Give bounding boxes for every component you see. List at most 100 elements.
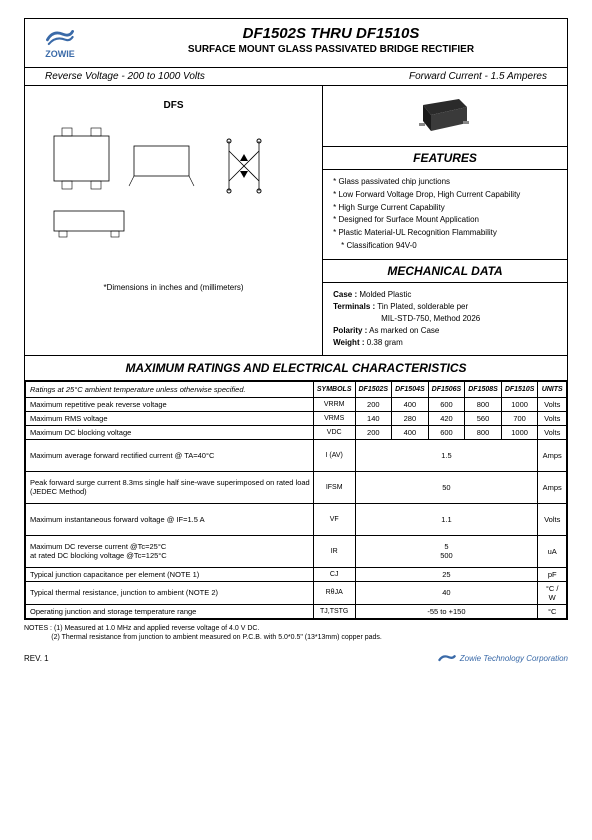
param-cell: Maximum repetitive peak reverse voltage <box>26 397 314 411</box>
features-list: Glass passivated chip junctionsLow Forwa… <box>323 170 567 259</box>
col-header: DF1510S <box>501 381 538 397</box>
dimension-drawing-icon <box>44 126 304 266</box>
unit-cell: Volts <box>538 397 567 411</box>
unit-cell: Volts <box>538 503 567 535</box>
footer-corp: Zowie Technology Corporation <box>460 654 568 663</box>
zowie-logo-small-icon <box>438 652 456 666</box>
case-label: Case : <box>333 290 357 299</box>
weight-value: 0.38 gram <box>367 338 403 347</box>
revision: REV. 1 <box>24 654 49 663</box>
ratings-note: Ratings at 25°C ambient temperature unle… <box>26 381 314 397</box>
feature-item: Classification 94V-0 <box>333 240 557 253</box>
note-1: (1) Measured at 1.0 MHz and applied reve… <box>54 625 259 632</box>
forward-current-spec: Forward Current - 1.5 Amperes <box>409 71 547 82</box>
unit-cell: pF <box>538 567 567 581</box>
symbol-cell: VRMS <box>313 411 355 425</box>
value-cell: 400 <box>392 397 429 411</box>
terminals-value-2: MIL-STD-750, Method 2026 <box>333 313 557 325</box>
value-span-cell: 5500 <box>355 535 538 567</box>
case-value: Molded Plastic <box>359 290 411 299</box>
polarity-label: Polarity : <box>333 326 367 335</box>
param-cell: Peak forward surge current 8.3ms single … <box>26 471 314 503</box>
col-header: DF1504S <box>392 381 429 397</box>
feature-item: High Surge Current Capability <box>333 202 557 215</box>
ratings-header: MAXIMUM RATINGS AND ELECTRICAL CHARACTER… <box>25 355 567 381</box>
unit-cell: °C / W <box>538 581 567 604</box>
value-span-cell: 1.5 <box>355 439 538 471</box>
value-span-cell: 40 <box>355 581 538 604</box>
col-header: DF1502S <box>355 381 392 397</box>
package-label: DFS <box>33 100 314 111</box>
param-cell: Maximum average forward rectified curren… <box>26 439 314 471</box>
col-header: UNITS <box>538 381 567 397</box>
value-cell: 600 <box>428 397 465 411</box>
right-column: FEATURES Glass passivated chip junctions… <box>323 86 567 355</box>
specs-line: Reverse Voltage - 200 to 1000 Volts Forw… <box>25 68 567 86</box>
param-cell: Operating junction and storage temperatu… <box>26 604 314 618</box>
footer: REV. 1 Zowie Technology Corporation <box>24 652 568 666</box>
value-cell: 140 <box>355 411 392 425</box>
value-cell: 560 <box>465 411 502 425</box>
value-cell: 200 <box>355 397 392 411</box>
notes: NOTES : (1) Measured at 1.0 MHz and appl… <box>24 624 568 642</box>
param-cell: Maximum DC reverse current @Tc=25°Cat ra… <box>26 535 314 567</box>
value-cell: 600 <box>428 425 465 439</box>
package-diagram <box>33 121 314 271</box>
notes-label: NOTES : <box>24 625 52 632</box>
value-span-cell: 1.1 <box>355 503 538 535</box>
param-cell: Maximum instantaneous forward voltage @ … <box>26 503 314 535</box>
value-cell: 420 <box>428 411 465 425</box>
polarity-value: As marked on Case <box>369 326 439 335</box>
left-column: DFS <box>25 86 323 355</box>
value-cell: 1000 <box>501 425 538 439</box>
value-span-cell: 50 <box>355 471 538 503</box>
unit-cell: Volts <box>538 425 567 439</box>
mechanical-body: Case : Molded Plastic Terminals : Tin Pl… <box>323 283 567 355</box>
subtitle: SURFACE MOUNT GLASS PASSIVATED BRIDGE RE… <box>99 44 563 55</box>
symbol-cell: I (AV) <box>313 439 355 471</box>
value-cell: 280 <box>392 411 429 425</box>
symbol-cell: IFSM <box>313 471 355 503</box>
unit-cell: Volts <box>538 411 567 425</box>
main-title: DF1502S THRU DF1510S <box>99 25 563 42</box>
unit-cell: Amps <box>538 439 567 471</box>
col-header: DF1508S <box>465 381 502 397</box>
symbol-cell: TJ,TSTG <box>313 604 355 618</box>
feature-item: Low Forward Voltage Drop, High Current C… <box>333 189 557 202</box>
zowie-logo-icon <box>46 27 74 47</box>
unit-cell: Amps <box>538 471 567 503</box>
mechanical-header: MECHANICAL DATA <box>323 259 567 283</box>
footer-logo: Zowie Technology Corporation <box>438 652 568 666</box>
param-cell: Typical junction capacitance per element… <box>26 567 314 581</box>
param-cell: Maximum RMS voltage <box>26 411 314 425</box>
reverse-voltage-spec: Reverse Voltage - 200 to 1000 Volts <box>45 71 205 82</box>
symbol-cell: VRRM <box>313 397 355 411</box>
col-header: DF1506S <box>428 381 465 397</box>
value-span-cell: 25 <box>355 567 538 581</box>
symbol-cell: RθJA <box>313 581 355 604</box>
package-photo <box>323 86 567 146</box>
header-row: ZOWIE DF1502S THRU DF1510S SURFACE MOUNT… <box>25 19 567 68</box>
feature-item: Designed for Surface Mount Application <box>333 214 557 227</box>
weight-label: Weight : <box>333 338 364 347</box>
value-cell: 200 <box>355 425 392 439</box>
col-header: SYMBOLS <box>313 381 355 397</box>
unit-cell: uA <box>538 535 567 567</box>
value-span-cell: -55 to +150 <box>355 604 538 618</box>
param-cell: Maximum DC blocking voltage <box>26 425 314 439</box>
value-cell: 700 <box>501 411 538 425</box>
symbol-cell: IR <box>313 535 355 567</box>
logo-text: ZOWIE <box>45 49 75 59</box>
page-border: ZOWIE DF1502S THRU DF1510S SURFACE MOUNT… <box>24 18 568 620</box>
value-cell: 1000 <box>501 397 538 411</box>
package-3d-icon <box>415 93 475 139</box>
unit-cell: °C <box>538 604 567 618</box>
terminals-value: Tin Plated, solderable per <box>377 302 468 311</box>
symbol-cell: CJ <box>313 567 355 581</box>
logo-cell: ZOWIE <box>25 19 95 67</box>
value-cell: 800 <box>465 425 502 439</box>
feature-item: Plastic Material-UL Recognition Flammabi… <box>333 227 557 240</box>
symbol-cell: VDC <box>313 425 355 439</box>
terminals-label: Terminals : <box>333 302 375 311</box>
title-cell: DF1502S THRU DF1510S SURFACE MOUNT GLASS… <box>95 19 567 67</box>
